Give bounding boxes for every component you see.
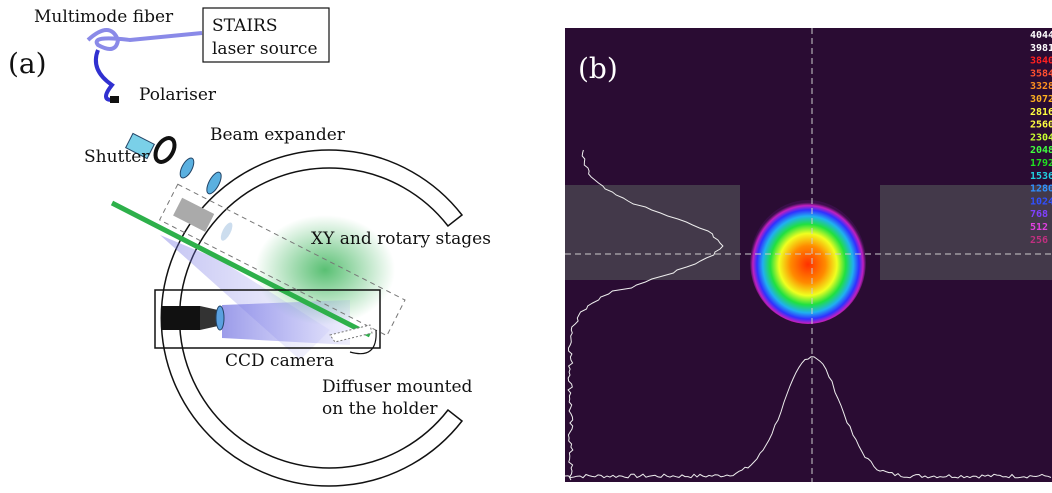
stages-label: XY and rotary stages	[311, 229, 491, 249]
page: {"panel_a": {"label": "(a)", "fiber": "M…	[0, 0, 1052, 489]
figure: (a) Multimode fiber STAIRS laser source …	[0, 0, 1052, 489]
camera-beam	[222, 300, 350, 345]
gray-band	[880, 185, 1052, 280]
scale-label: 2816	[1030, 107, 1052, 118]
scale-label: 2048	[1030, 145, 1052, 156]
scale-label: 1280	[1030, 184, 1052, 195]
beam-spot	[750, 200, 866, 324]
scale-label: 768	[1030, 209, 1048, 220]
fiber-end	[96, 50, 112, 100]
scale-label: 2304	[1030, 132, 1052, 143]
panel-a: (a) Multimode fiber STAIRS laser source …	[8, 7, 491, 486]
diffuser-label: on the holder	[322, 399, 438, 419]
scale-label: 1024	[1030, 196, 1052, 207]
diffuser-label: Diffuser mounted	[322, 377, 473, 397]
polariser-label: Polariser	[139, 85, 217, 105]
source-label: STAIRS	[212, 16, 278, 36]
fiber-connector	[110, 96, 119, 103]
camera-lens	[216, 306, 224, 330]
shutter-label: Shutter	[84, 147, 150, 167]
panel-label: (b)	[578, 52, 618, 85]
scale-label: 1536	[1030, 171, 1052, 182]
fiber-label: Multimode fiber	[34, 7, 174, 27]
camera-lens-mount	[200, 306, 218, 330]
scale-label: 3981	[1030, 43, 1052, 54]
shutter	[152, 135, 179, 166]
scale-label: 3328	[1030, 81, 1052, 92]
scale-label: 1792	[1030, 158, 1052, 169]
camera-body	[162, 306, 200, 330]
scale-label: 3072	[1030, 94, 1052, 105]
scale-label: 2560	[1030, 120, 1052, 131]
scale-label: 256	[1030, 235, 1048, 246]
scale-label: 512	[1030, 222, 1048, 233]
camera-label: CCD camera	[225, 351, 334, 371]
scale-label: 3584	[1030, 68, 1052, 79]
panel-label: (a)	[8, 47, 47, 80]
fiber	[88, 30, 202, 49]
lens-1	[177, 156, 196, 180]
scale-label: 4044	[1030, 30, 1052, 41]
gray-band	[565, 185, 740, 280]
source-label: laser source	[212, 39, 318, 59]
scale-label: 3840	[1030, 56, 1052, 67]
expander-label: Beam expander	[210, 125, 346, 145]
